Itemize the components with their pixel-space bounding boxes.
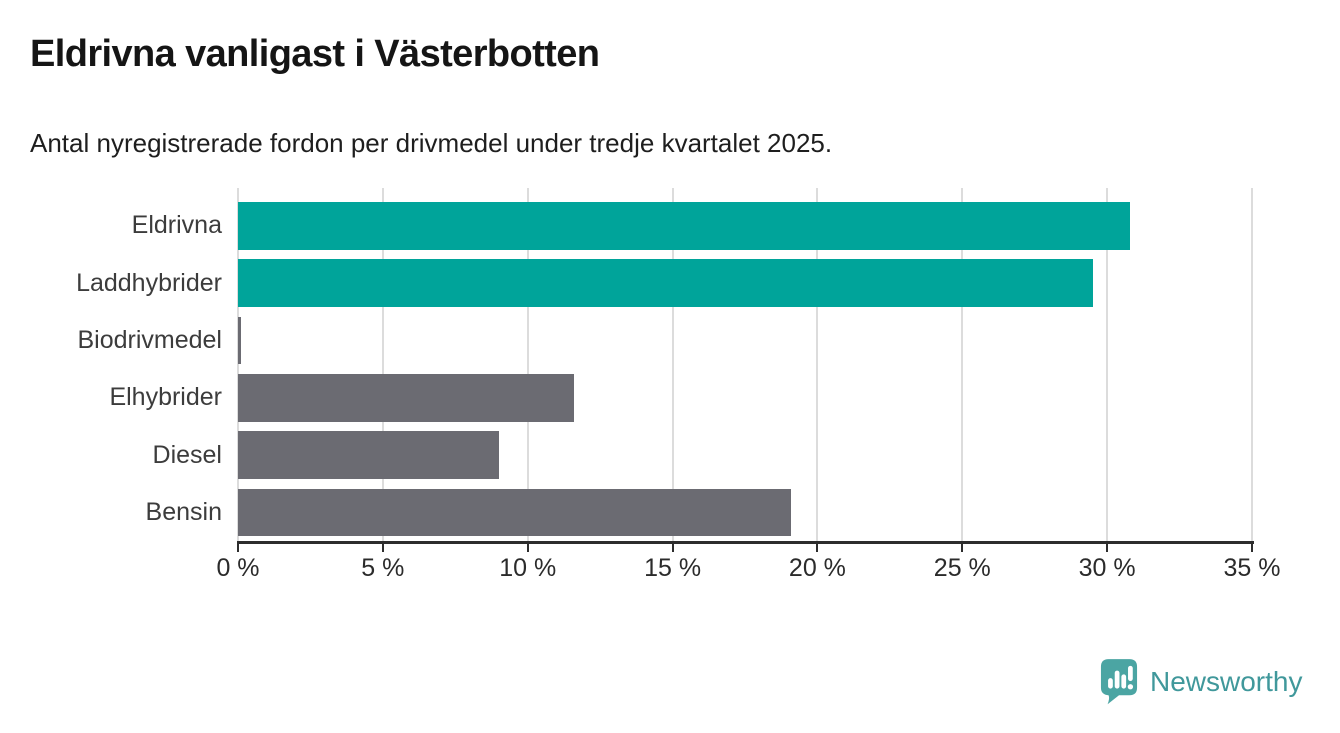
gridline-5-percent bbox=[381, 188, 384, 541]
bar-eldrivna bbox=[238, 202, 1131, 250]
bar-diesel bbox=[238, 431, 499, 479]
x-axis-tick-label-20: 20 % bbox=[788, 554, 846, 582]
bar-biodrivmedel bbox=[238, 316, 241, 365]
category-label-elhybrider: Elhybrider bbox=[109, 383, 222, 412]
x-axis-tick-label-10: 10 % bbox=[499, 554, 557, 582]
x-axis-line bbox=[237, 541, 1254, 544]
x-axis-tick-15 bbox=[671, 543, 674, 552]
x-axis-tick-label-5: 5 % bbox=[361, 554, 405, 582]
chart-title: Eldrivna vanligast i Västerbotten bbox=[30, 33, 600, 75]
plot-area bbox=[237, 188, 1253, 541]
x-axis-tick-30 bbox=[1106, 543, 1109, 552]
x-axis-tick-0 bbox=[237, 543, 239, 552]
x-axis-tick-label-30: 30 % bbox=[1078, 554, 1136, 582]
gridline-15-percent bbox=[671, 188, 674, 541]
x-axis-tick-25 bbox=[961, 543, 964, 552]
bar-laddhybrider bbox=[238, 259, 1093, 307]
x-axis-tick-label-0: 0 % bbox=[216, 554, 260, 582]
bar-elhybrider bbox=[238, 373, 575, 422]
x-axis-tick-label-15: 15 % bbox=[644, 554, 702, 582]
newsworthy-logo-text: Newsworthy bbox=[1150, 665, 1303, 697]
x-axis-tick-10 bbox=[526, 543, 529, 552]
x-axis-tick-5 bbox=[381, 543, 384, 552]
category-label-laddhybrider: Laddhybrider bbox=[76, 268, 222, 297]
x-axis-tick-label-25: 25 % bbox=[933, 554, 991, 582]
gridline-25-percent bbox=[961, 188, 964, 541]
gridline-35-percent bbox=[1251, 188, 1253, 541]
category-label-bensin: Bensin bbox=[145, 497, 222, 526]
x-axis-tick-label-35: 35 % bbox=[1223, 554, 1281, 582]
x-axis-tick-20 bbox=[816, 543, 819, 552]
x-axis-tick-35 bbox=[1251, 543, 1253, 552]
newsworthy-logo: Newsworthy bbox=[1100, 658, 1302, 705]
gridline-10-percent bbox=[526, 188, 529, 541]
bar-bensin bbox=[238, 488, 792, 537]
gridline-30-percent bbox=[1106, 188, 1109, 541]
gridline-20-percent bbox=[816, 188, 819, 541]
category-label-eldrivna: Eldrivna bbox=[131, 211, 222, 240]
newsworthy-speech-bubble-chart-icon bbox=[1100, 659, 1138, 705]
gridline-0-percent bbox=[237, 188, 239, 541]
category-label-diesel: Diesel bbox=[152, 440, 222, 469]
category-label-biodrivmedel: Biodrivmedel bbox=[77, 325, 222, 354]
chart-subtitle: Antal nyregistrerade fordon per drivmede… bbox=[30, 128, 833, 158]
